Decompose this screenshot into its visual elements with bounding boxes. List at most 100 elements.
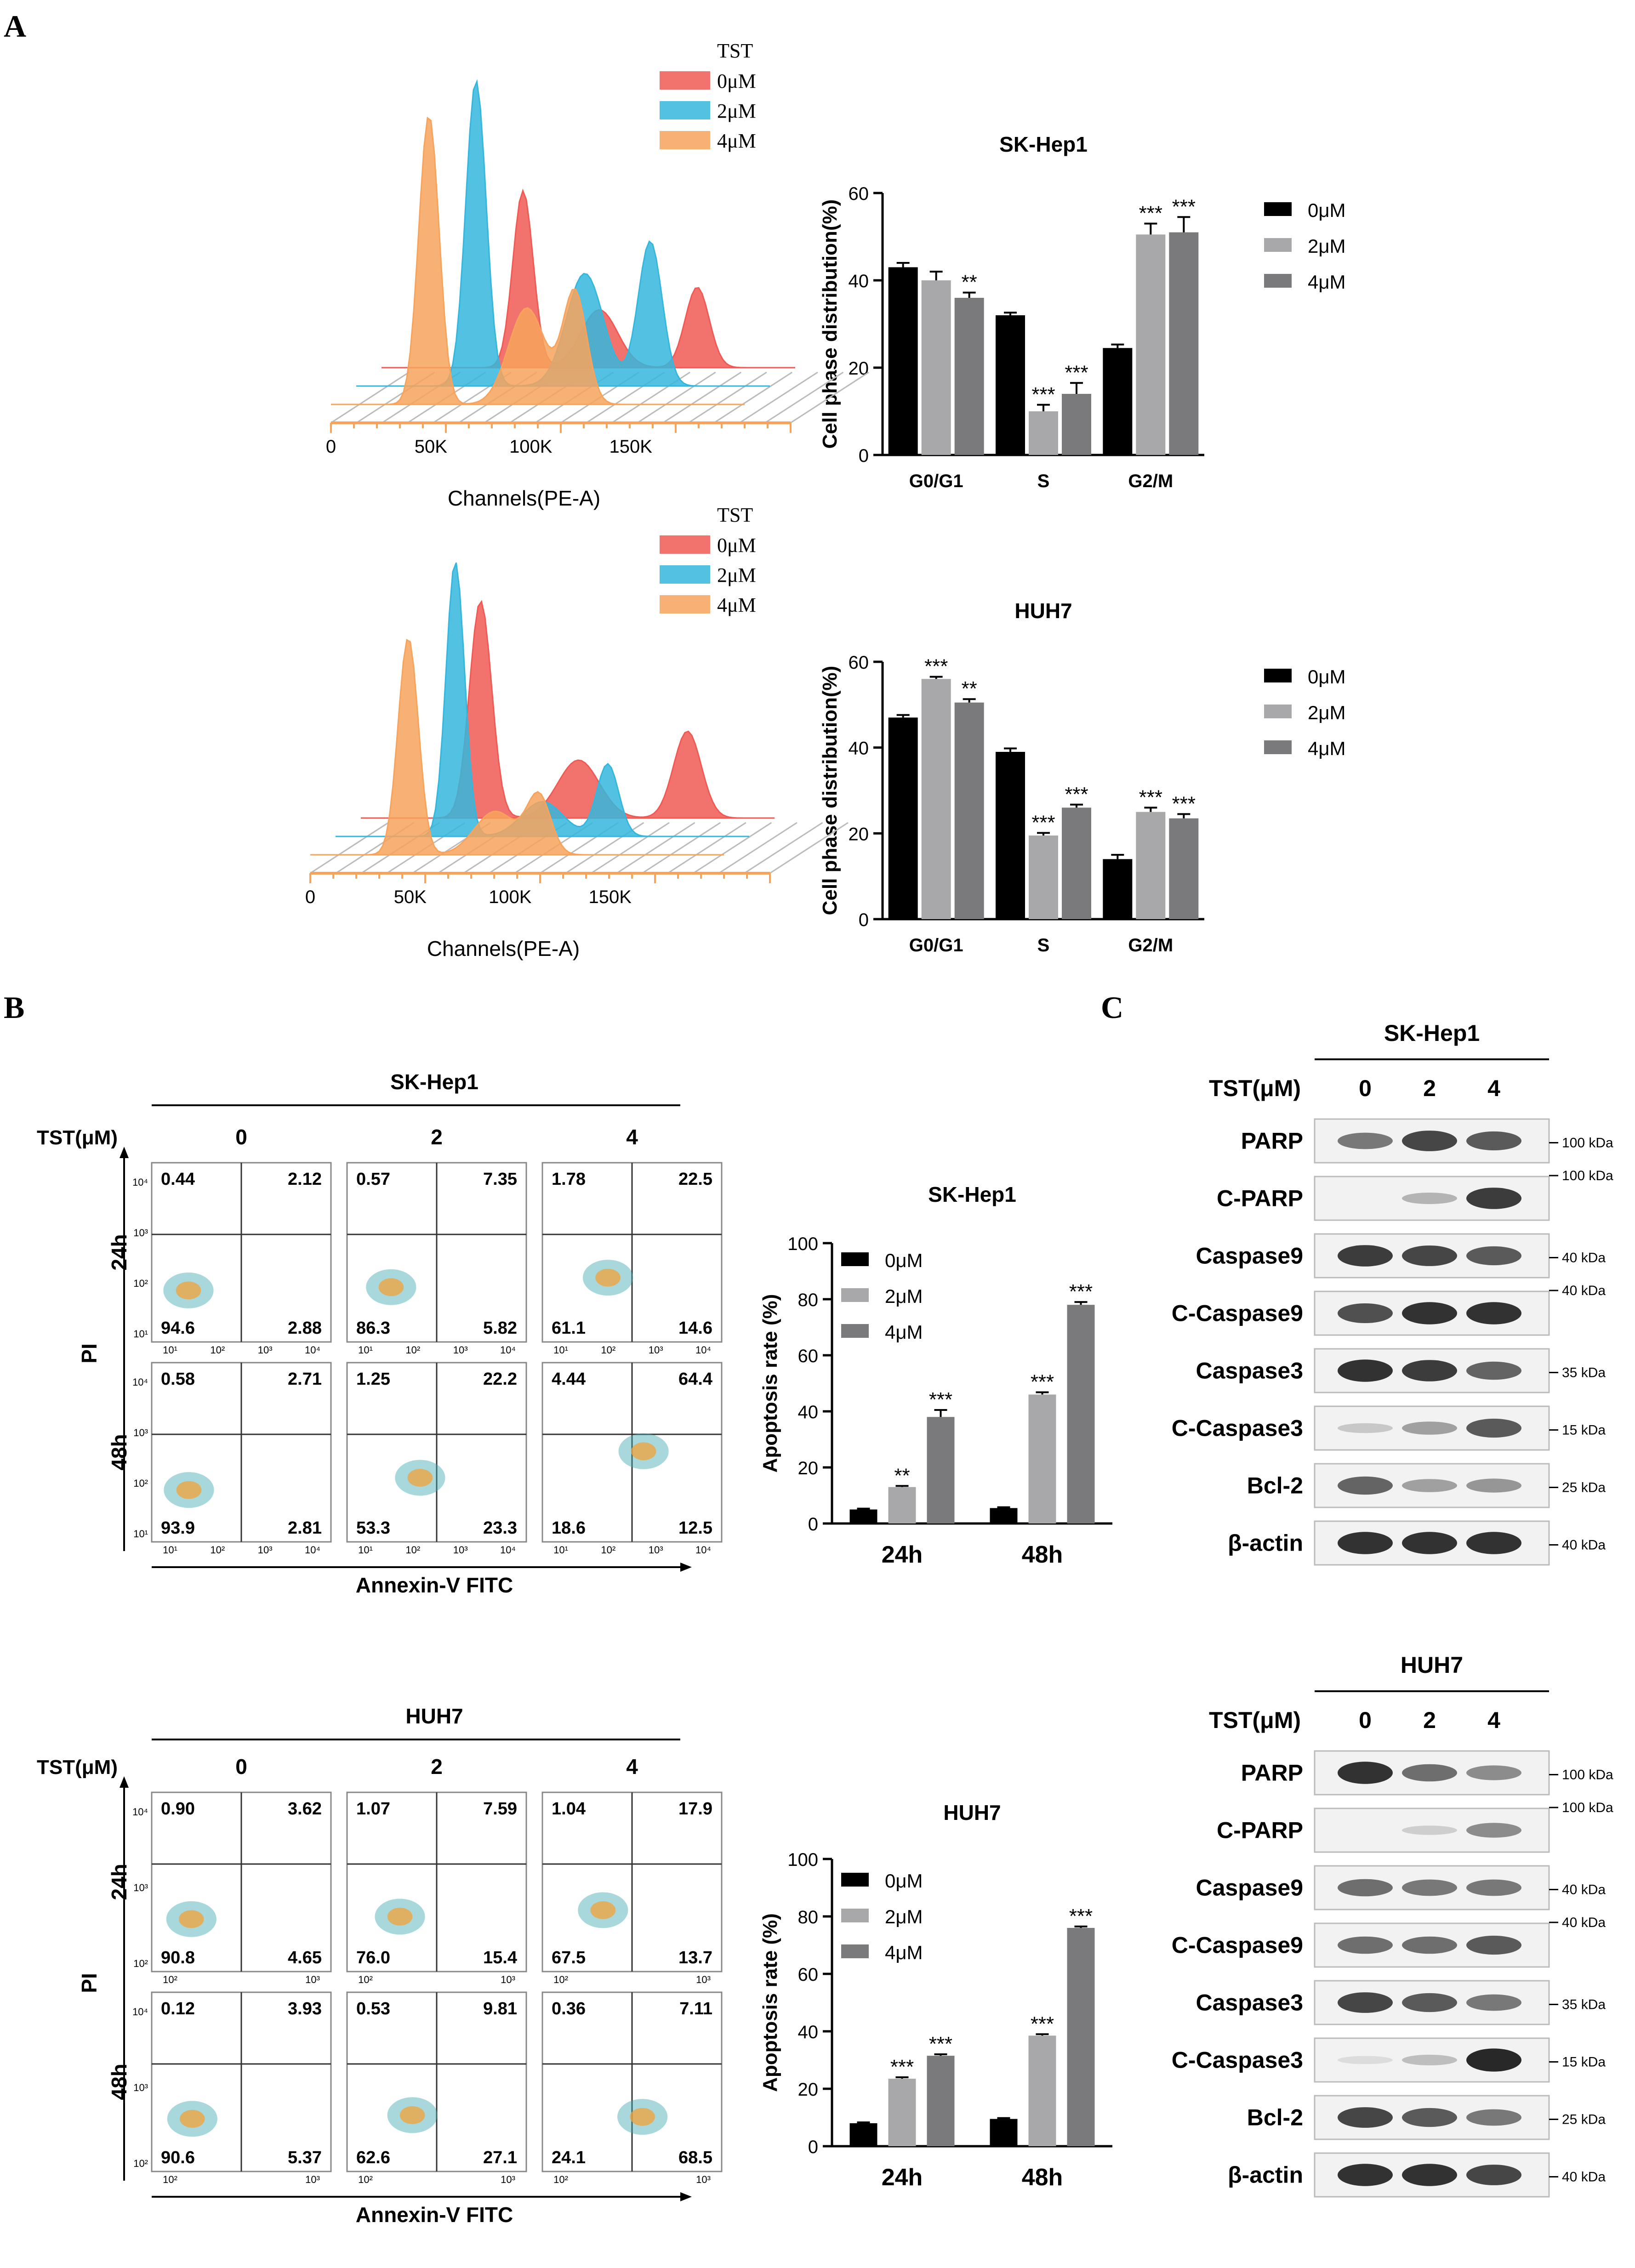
flow-huh7: HUH7 TST(μM) 0 2 4 PI Annexin-V FITC 24h 0.90 3.6… [37, 1704, 723, 2227]
quadrant-value: 27.1 [483, 2148, 517, 2167]
legend-label: 0μM [717, 70, 756, 92]
legend-swatch [660, 535, 710, 554]
floor-grid-line [769, 822, 849, 874]
population-core [180, 2109, 205, 2128]
y-tick-label: 10² [133, 1958, 148, 1969]
x-tick-label: 10² [601, 1344, 615, 1356]
x-tick-label: G0/G1 [909, 471, 963, 491]
y-tick-label: 60 [849, 184, 869, 204]
y-tick-label: 20 [849, 358, 869, 379]
x-tick-label: 10³ [453, 1544, 468, 1556]
protein-label: Caspase3 [1196, 1358, 1304, 1384]
significance-label: *** [929, 1388, 952, 1411]
x-tick-label: 24h [882, 1541, 923, 1568]
cc-huh7-chart: HUH7 0 20 40 60 Cell phase distribution(%) G0/… [819, 599, 1346, 955]
protein-label: Caspase9 [1196, 1875, 1304, 1901]
legend-swatch [660, 131, 710, 149]
y-axis-label: Cell phase distribution(%) [819, 666, 841, 915]
x-tick-label: 10² [601, 1544, 615, 1556]
quadrant-value: 3.93 [288, 1999, 322, 2018]
protein-label: C-Caspase3 [1172, 1415, 1303, 1441]
y-tick-label: 80 [798, 1290, 819, 1310]
blot-band [1338, 1762, 1393, 1784]
kda-label: 40 kDa [1562, 1251, 1606, 1266]
y-tick-label: 0 [859, 446, 869, 466]
bar-0μM [888, 267, 918, 455]
blot-band [1402, 1879, 1457, 1896]
dot-plot: 1.78 22.5 61.1 14.6 10¹ 10² 10³ 10⁴ [541, 1162, 723, 1356]
bar-0μM [996, 315, 1025, 455]
floor-grid-line [310, 822, 389, 874]
x-axis-label: Channels(PE-A) [427, 937, 580, 961]
panel-label-b: B [4, 990, 24, 1025]
floor-grid-line [662, 371, 742, 424]
bar-0μM [1103, 859, 1133, 919]
y-tick-label: 60 [798, 1965, 819, 1985]
lane-label: 4 [1487, 1707, 1500, 1733]
blot-band [1402, 1302, 1457, 1324]
pi-arrowhead [120, 1147, 129, 1158]
lane-label: 4 [1487, 1075, 1500, 1101]
chart-title: SK-Hep1 [928, 1182, 1016, 1206]
floor-grid-line [616, 822, 695, 874]
kda-label: 40 kDa [1562, 1283, 1606, 1298]
lane-label: 2 [1423, 1075, 1436, 1101]
floor-grid-line [744, 822, 823, 874]
floor-grid-line [667, 822, 746, 874]
protein-label: PARP [1241, 1128, 1303, 1154]
y-tick-label: 20 [849, 824, 869, 844]
x-tick-label: 10³ [305, 1974, 320, 1985]
quadrant-value: 1.07 [356, 1799, 390, 1819]
kda-label: 25 kDa [1562, 1480, 1606, 1495]
population-core [595, 1268, 621, 1287]
blot-band [1466, 2109, 1521, 2126]
chart-title: SK-Hep1 [999, 132, 1088, 156]
wb-huh7: HUH7 TST(μM) 0 2 4 PARP 100 kDa C-PARP 100 kDa Ca… [1172, 1652, 1613, 2198]
significance-label: *** [1139, 786, 1162, 808]
floor-grid-line [642, 822, 721, 874]
x-tick-label: 10¹ [358, 1344, 373, 1356]
bar-2μM [1136, 234, 1166, 455]
quadrant-value: 3.62 [288, 1799, 322, 1819]
bar-4μM [1169, 232, 1199, 455]
kda-label: 25 kDa [1562, 2112, 1606, 2127]
legend-swatch [660, 565, 710, 584]
quadrant-value: 64.4 [678, 1370, 712, 1389]
tst-label: TST(μM) [1209, 1075, 1301, 1101]
x-tick-label: 10² [405, 1544, 420, 1556]
x-tick-label: 100K [489, 887, 532, 907]
dot-plot: 0.58 2.71 93.9 2.81 10⁴ 10³ 10² 10¹ 10¹ 10² 10³ 10⁴ [132, 1362, 332, 1556]
legend-label: 2μM [717, 564, 756, 586]
blot-band [1338, 2164, 1393, 2186]
x-tick-label: G2/M [1128, 935, 1173, 955]
blot-band [1466, 1879, 1521, 1896]
quadrant-value: 94.6 [161, 1319, 195, 1338]
floor-grid-line [764, 371, 844, 424]
protein-label: Bcl-2 [1247, 1473, 1303, 1499]
flow-title: SK-Hep1 [390, 1070, 479, 1094]
significance-label: *** [1172, 195, 1196, 218]
y-tick-label: 10⁴ [132, 1177, 148, 1188]
blot-band [1338, 1992, 1393, 2013]
panel-label-c: C [1101, 990, 1123, 1025]
legend-swatch [841, 1873, 869, 1887]
blot-band [1402, 1421, 1457, 1435]
x-tick-label: 10² [358, 2174, 373, 2185]
dot-plot: 1.25 22.2 53.3 23.3 10¹ 10² 10³ 10⁴ [346, 1362, 527, 1556]
x-tick-label: 48h [1022, 2164, 1063, 2191]
dot-plot: 0.90 3.62 90.8 4.65 10⁴ 10³ 10² 10² 10³ [132, 1791, 332, 1985]
blot-band [1402, 2164, 1457, 2186]
protein-label: β-actin [1228, 1530, 1303, 1556]
quadrant-value: 0.53 [356, 1999, 390, 2018]
dot-plot: 0.53 9.81 62.6 27.1 10² 10³ [346, 1991, 527, 2185]
lane-label: 0 [1359, 1707, 1372, 1733]
wb-skhep1: SK-Hep1 TST(μM) 0 2 4 PARP 100 kDa C-PARP 100 kD… [1172, 1020, 1613, 1566]
histogram-series-4μM [331, 116, 745, 405]
kda-label: 15 kDa [1562, 2055, 1606, 2070]
y-tick-label: 10³ [133, 1227, 148, 1239]
y-tick-label: 60 [849, 653, 869, 673]
quadrant-value: 4.44 [552, 1370, 586, 1389]
protein-label: C-Caspase9 [1172, 1933, 1303, 1958]
kda-label: 35 kDa [1562, 1365, 1606, 1381]
